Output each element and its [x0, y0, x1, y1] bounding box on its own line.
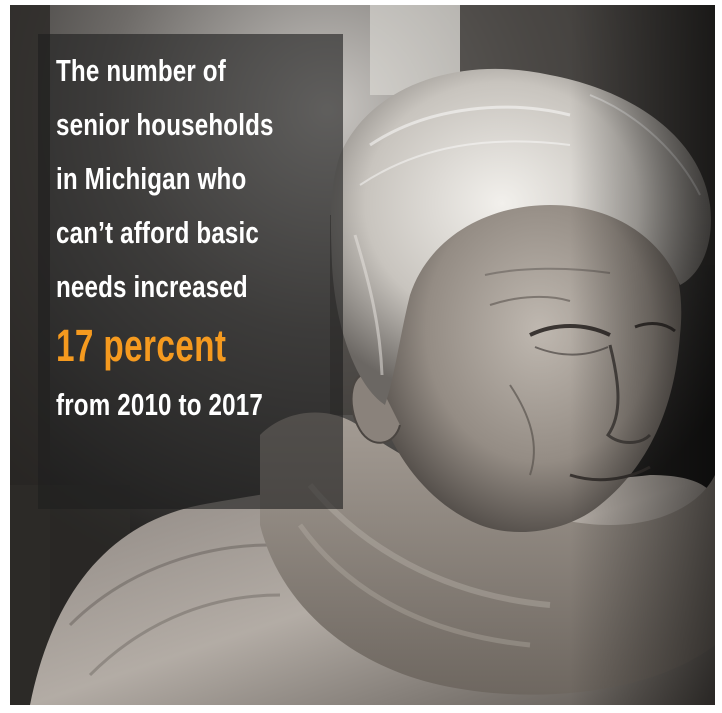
elderly-woman-photo: [10, 5, 715, 705]
caption-closing-line: from 2010 to 2017: [56, 387, 263, 422]
caption-text-block: The number of senior households in Michi…: [56, 44, 336, 432]
caption-line-3: in Michigan who: [56, 161, 247, 196]
caption-line-1: The number of: [56, 53, 226, 88]
caption-line-4: can’t afford basic: [56, 215, 260, 250]
caption-line-2: senior households: [56, 107, 274, 142]
highlight-statistic: 17 percent: [56, 320, 227, 371]
caption-line-5: needs increased: [56, 269, 248, 304]
caption-overlay-box: [38, 34, 343, 509]
photo-frame: [10, 5, 715, 705]
